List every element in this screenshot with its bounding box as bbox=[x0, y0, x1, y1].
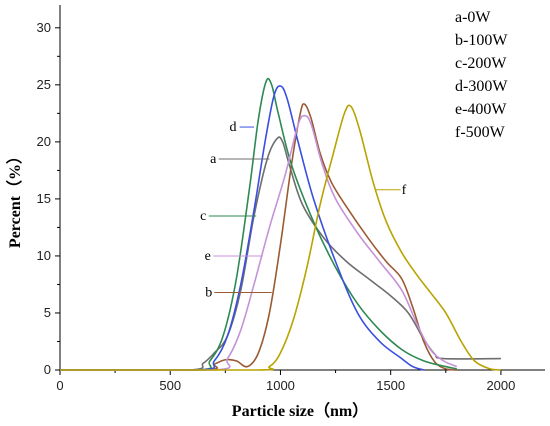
x-axis-title: Particle size（nm） bbox=[232, 402, 368, 420]
curve-annotations: d a c e b f bbox=[200, 120, 406, 300]
y-tick-label: 10 bbox=[37, 248, 51, 263]
legend: a-0W b-100W c-200W d-300W e-400W f-500W bbox=[455, 9, 508, 141]
curve-a bbox=[59, 136, 501, 371]
y-axis-title: Percent（%） bbox=[6, 148, 24, 248]
legend-entry: f-500W bbox=[455, 124, 506, 141]
legend-entry: a-0W bbox=[455, 9, 491, 26]
curve-c bbox=[59, 77, 457, 371]
x-tick-label: 500 bbox=[159, 378, 181, 393]
curve-f bbox=[59, 104, 501, 371]
curve-d bbox=[59, 85, 424, 371]
annotation-label-f: f bbox=[402, 183, 407, 198]
x-tick-label: 0 bbox=[56, 378, 63, 393]
x-tick-label: 2000 bbox=[486, 378, 515, 393]
y-tick-label: 25 bbox=[37, 77, 51, 92]
x-tick-label: 1000 bbox=[266, 378, 295, 393]
curve-e bbox=[59, 114, 458, 371]
y-tick-label: 5 bbox=[44, 305, 51, 320]
x-tick-label: 1500 bbox=[376, 378, 405, 393]
axes: 0 500 1000 1500 2000 0 5 10 15 20 25 30 bbox=[37, 5, 545, 393]
y-tick-label: 30 bbox=[37, 20, 51, 35]
y-tick-label: 20 bbox=[37, 134, 51, 149]
y-tick-label: 0 bbox=[44, 362, 51, 377]
y-tick-label: 15 bbox=[37, 191, 51, 206]
legend-entry: b-100W bbox=[455, 32, 508, 49]
legend-entry: d-300W bbox=[455, 78, 508, 95]
legend-entry: e-400W bbox=[455, 101, 507, 118]
curves bbox=[59, 77, 501, 371]
annotation-label-d: d bbox=[230, 120, 237, 135]
annotation-label-c: c bbox=[200, 209, 206, 224]
annotation-label-e: e bbox=[205, 249, 211, 264]
curve-b bbox=[59, 103, 457, 371]
legend-entry: c-200W bbox=[455, 55, 507, 72]
annotation-label-b: b bbox=[205, 285, 212, 300]
annotation-label-a: a bbox=[210, 152, 217, 167]
